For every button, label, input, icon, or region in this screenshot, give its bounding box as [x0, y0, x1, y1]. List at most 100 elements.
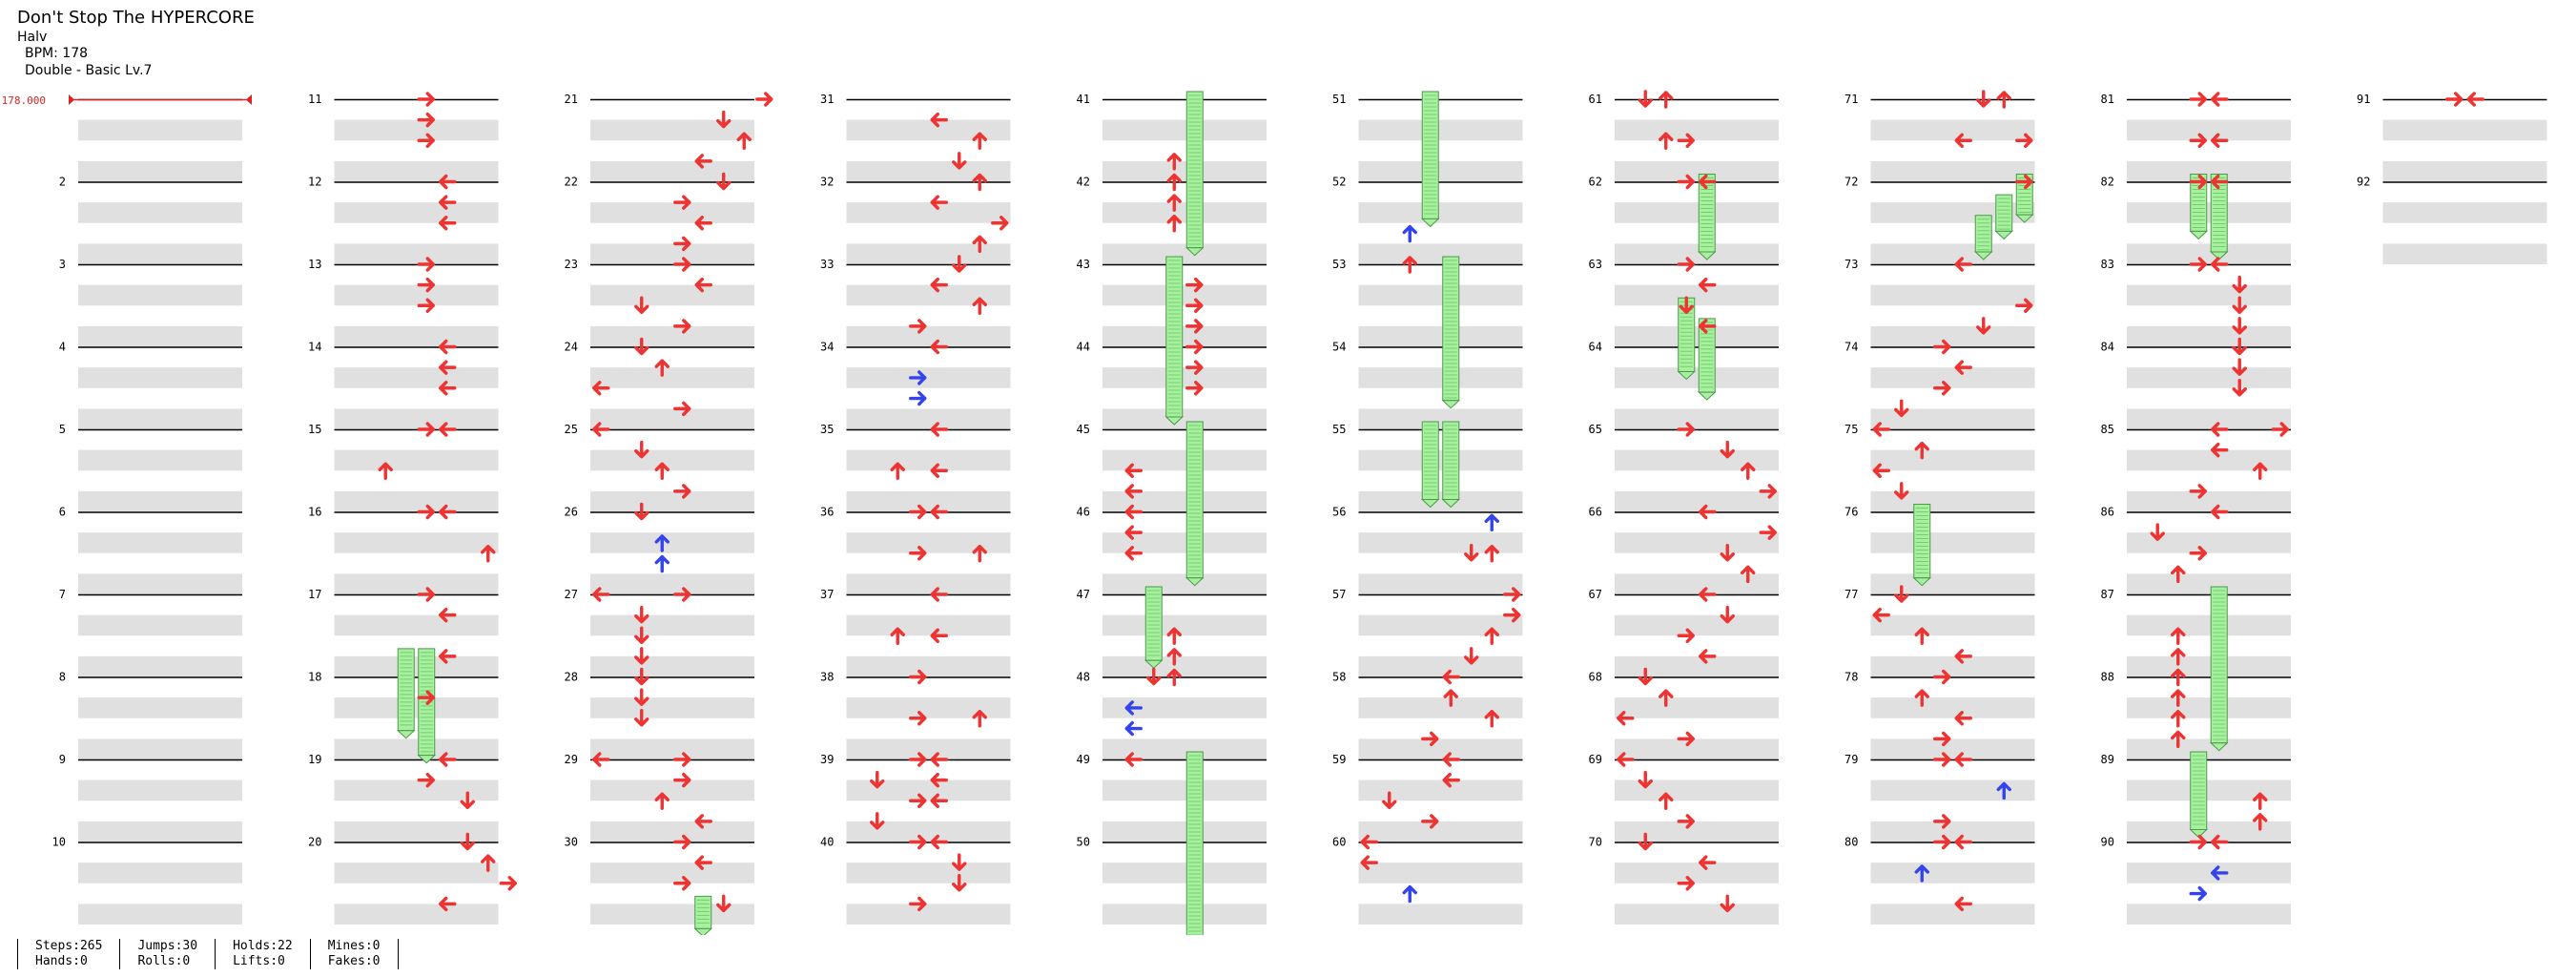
stat-jumps: Jumps:30: [137, 939, 198, 953]
measure-number: 70: [1589, 836, 1602, 849]
beat-band: [1358, 284, 1523, 306]
beat-band: [334, 697, 499, 718]
arrow-icon: [909, 793, 927, 808]
arrow-icon: [2232, 337, 2247, 356]
arrow-icon: [673, 484, 691, 499]
measure-number: 72: [1844, 176, 1858, 189]
beat-band: [1615, 119, 1779, 141]
arrow-note: [694, 855, 712, 870]
arrow-note: [1933, 752, 1951, 767]
arrow-note: [694, 154, 712, 169]
beat-band: [1358, 490, 1523, 512]
hold-note: [1144, 586, 1164, 669]
measure-number: 77: [1844, 588, 1858, 601]
beat-band: [1103, 449, 1267, 471]
arrow-icon: [673, 257, 691, 272]
arrow-note: [1166, 648, 1182, 666]
arrow-note: [1933, 339, 1951, 355]
arrow-icon: [1699, 587, 1717, 602]
measure-number: 18: [308, 671, 321, 684]
beat-band: [78, 863, 242, 883]
measure-number: 58: [1332, 671, 1346, 684]
arrow-icon: [2171, 668, 2186, 687]
beat-band: [78, 325, 242, 347]
beat-band: [334, 119, 499, 141]
arrow-note: [417, 298, 435, 313]
arrow-icon: [1677, 133, 1695, 148]
arrow-icon: [930, 793, 948, 808]
arrow-icon: [1933, 339, 1951, 355]
arrow-note: [654, 534, 670, 552]
arrow-note: [1638, 832, 1653, 851]
arrow-icon: [909, 834, 927, 850]
arrow-icon: [1124, 525, 1143, 540]
arrow-icon: [1954, 896, 1972, 912]
arrow-icon: [1503, 607, 1521, 623]
arrow-icon: [2211, 442, 2229, 458]
arrow-icon: [1699, 277, 1717, 293]
beat-band: [1615, 573, 1779, 594]
arrow-note: [592, 587, 610, 602]
arrow-icon: [439, 504, 457, 520]
beat-band: [590, 119, 754, 141]
measure-number: 64: [1589, 341, 1602, 354]
arrow-icon: [2211, 133, 2229, 148]
arrow-icon: [952, 152, 967, 170]
arrow-note: [930, 339, 948, 355]
beat-band: [2127, 821, 2291, 842]
beat-band: [846, 697, 1011, 718]
arrow-note: [2211, 422, 2229, 437]
arrow-note: [634, 667, 649, 686]
arrow-note: [1976, 90, 1991, 108]
measure-number: 66: [1589, 506, 1602, 519]
arrow-note: [673, 587, 691, 602]
arrow-note: [2211, 442, 2229, 458]
arrow-note: [1759, 525, 1777, 540]
arrow-icon: [972, 297, 987, 315]
hold-tail: [396, 730, 416, 739]
beat-band: [1103, 697, 1267, 718]
arrow-note: [481, 545, 496, 563]
measure-number: 76: [1844, 506, 1858, 519]
arrow-note: [930, 504, 948, 520]
arrow-note: [1741, 565, 1756, 584]
beat-band: [1103, 119, 1267, 141]
beat-band: [846, 160, 1011, 182]
arrow-note: [1954, 257, 1972, 272]
arrow-icon: [1124, 463, 1143, 478]
arrow-note: [909, 669, 927, 685]
arrow-icon: [2015, 298, 2033, 313]
beat-band: [78, 408, 242, 429]
arrow-note: [930, 277, 948, 293]
arrow-note: [930, 834, 948, 850]
measure-number: 59: [1332, 753, 1346, 766]
arrow-icon: [417, 772, 435, 788]
beat-band: [2382, 202, 2547, 223]
arrow-icon: [634, 502, 649, 521]
measure-number: 68: [1589, 671, 1602, 684]
beat-band: [334, 821, 499, 842]
hold-tail: [693, 927, 713, 935]
arrow-icon: [417, 133, 435, 148]
arrow-icon: [1720, 605, 1735, 624]
arrow-note: [592, 752, 610, 767]
beat-band: [846, 325, 1011, 347]
arrow-icon: [890, 627, 905, 645]
hold-note: [1420, 421, 1440, 509]
arrow-note: [2445, 92, 2463, 107]
arrow-note: [1402, 884, 1417, 904]
beat-band: [1870, 532, 2035, 553]
arrow-note: [972, 173, 987, 192]
measure-number: 89: [2101, 753, 2114, 766]
arrow-note: [1976, 317, 1991, 335]
arrow-note: [716, 110, 732, 129]
arrow-note: [1933, 669, 1951, 685]
measure-number: 61: [1589, 93, 1602, 106]
beat-band: [1870, 863, 2035, 883]
hold-note: [1164, 256, 1185, 426]
arrow-icon: [870, 770, 885, 789]
measure-number: 62: [1589, 176, 1602, 189]
arrow-icon: [1166, 668, 1182, 687]
beat-band: [1103, 243, 1267, 264]
beat-band: [2127, 325, 2291, 347]
